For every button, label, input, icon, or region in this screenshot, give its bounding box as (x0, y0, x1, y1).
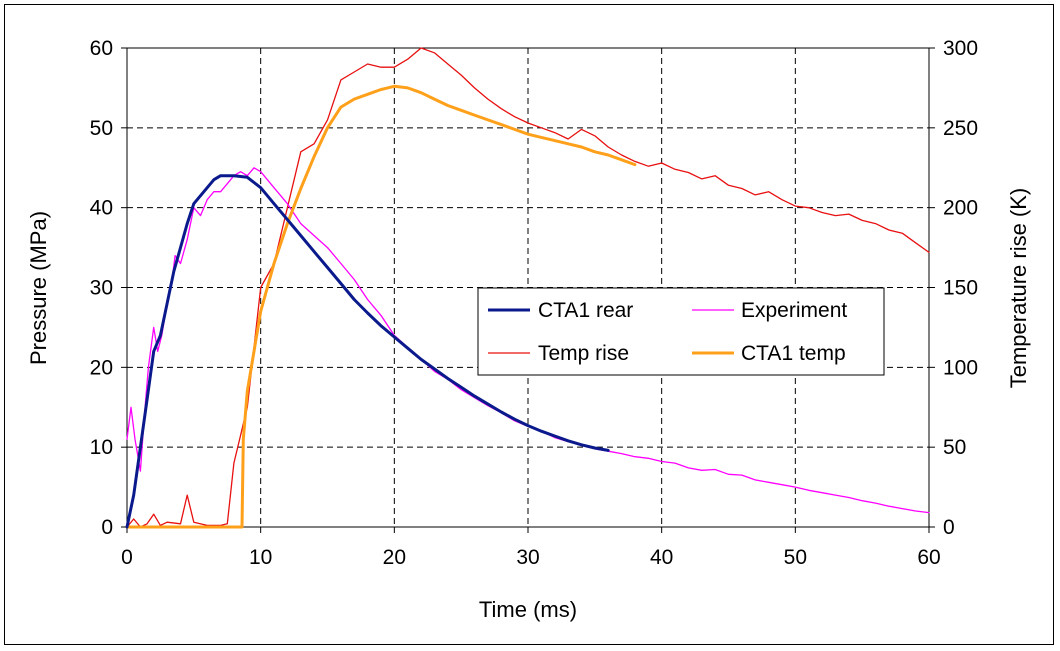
y-left-tick-label: 50 (90, 117, 113, 140)
y-left-tick-label: 10 (90, 436, 113, 459)
y-axis-right-title: Temperature rise (K) (1006, 188, 1031, 389)
x-tick-label: 30 (516, 546, 539, 569)
legend-label-cta1-rear: CTA1 rear (538, 299, 633, 322)
y-left-tick-label: 20 (90, 356, 113, 379)
x-tick-label: 50 (784, 546, 807, 569)
y-right-tick-label: 300 (943, 37, 978, 60)
y-axis-left-title: Pressure (MPa) (26, 211, 51, 365)
x-tick-label: 10 (249, 546, 272, 569)
series-line-experiment (126, 167, 930, 514)
y-right-tick-label: 50 (943, 436, 966, 459)
y-left-tick-label: 40 (90, 197, 113, 220)
y-left-tick-label: 0 (101, 516, 113, 539)
y-left-tick-label: 60 (90, 37, 113, 60)
series-line-temp-rise (126, 47, 930, 528)
y-right-tick-label: 250 (943, 117, 978, 140)
y-right-tick-label: 200 (943, 197, 978, 220)
y-right-tick-label: 100 (943, 356, 978, 379)
y-left-tick-label: 30 (90, 277, 113, 300)
legend-label-experiment: Experiment (741, 299, 847, 322)
y-right-tick-label: 0 (943, 516, 955, 539)
legend-label-temp-rise: Temp rise (538, 342, 629, 365)
series-layer (125, 47, 930, 529)
legend-label-cta1-temp: CTA1 temp (741, 342, 846, 365)
legend: CTA1 rear Experiment Temp rise CTA1 temp (477, 287, 885, 376)
x-tick-label: 20 (383, 546, 406, 569)
y-right-tick-label: 150 (943, 277, 978, 300)
x-axis-title: Time (ms) (479, 597, 577, 622)
x-tick-label: 60 (917, 546, 940, 569)
legend-box (477, 287, 885, 376)
tick-labels: 0 10 20 30 40 50 60010203040506005010015020025… (90, 37, 978, 569)
x-tick-label: 0 (121, 546, 133, 569)
x-tick-label: 40 (650, 546, 673, 569)
series-line-cta1-temp (125, 84, 637, 529)
series-line-cta1-rear (125, 174, 610, 529)
